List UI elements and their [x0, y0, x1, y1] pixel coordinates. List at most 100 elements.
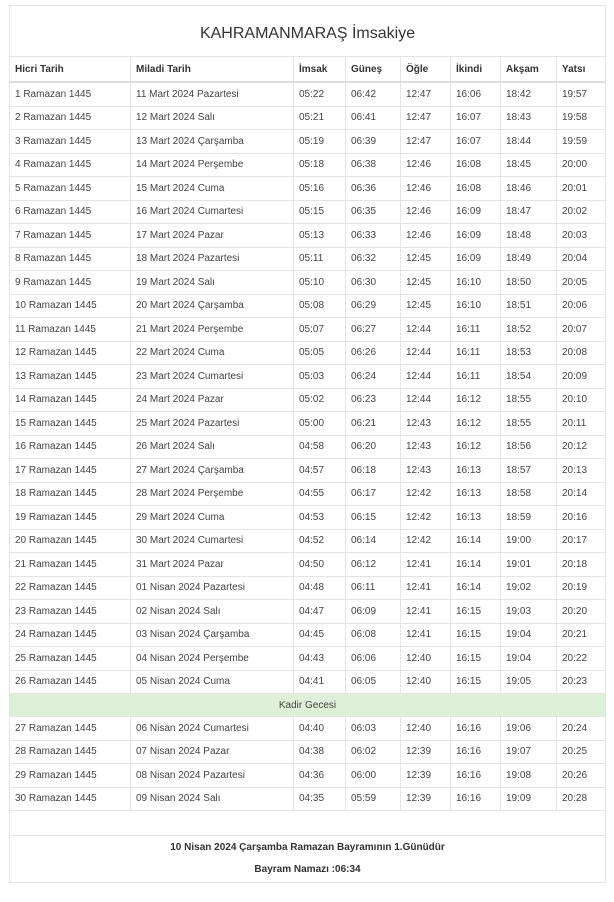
cell-hicri: 23 Ramazan 1445 — [9, 599, 131, 624]
cell-yatsi: 20:23 — [555, 669, 607, 694]
cell-ogle: 12:43 — [400, 434, 451, 459]
cell-ikindi: 16:12 — [450, 387, 501, 412]
cell-yatsi: 19:58 — [555, 105, 607, 130]
cell-aksam: 18:55 — [500, 387, 557, 412]
cell-miladi: 16 Mart 2024 Cumartesi — [130, 199, 294, 224]
cell-gunes: 06:24 — [345, 364, 401, 389]
cell-yatsi: 20:12 — [555, 434, 607, 459]
cell-hicri: 9 Ramazan 1445 — [9, 270, 131, 295]
cell-gunes: 06:30 — [345, 270, 401, 295]
cell-miladi: 04 Nisan 2024 Perşembe — [130, 646, 294, 671]
cell-yatsi: 20:18 — [555, 552, 607, 577]
cell-miladi: 13 Mart 2024 Çarşamba — [130, 129, 294, 154]
table-body: 1 Ramazan 1445 11 Mart 2024 Pazartesi 05:2… — [9, 81, 607, 694]
cell-hicri: 22 Ramazan 1445 — [9, 575, 131, 600]
cell-imsak: 04:57 — [293, 458, 346, 483]
cell-ogle: 12:47 — [400, 129, 451, 154]
cell-ikindi: 16:11 — [450, 364, 501, 389]
title-row: KAHRAMANMARAŞ İmsakiye — [8, 5, 607, 57]
table-row: 16 Ramazan 1445 26 Mart 2024 Salı 04:58 06:… — [9, 434, 607, 459]
cell-gunes: 06:02 — [345, 739, 401, 764]
cell-hicri: 13 Ramazan 1445 — [9, 364, 131, 389]
cell-miladi: 15 Mart 2024 Cuma — [130, 176, 294, 201]
cell-ikindi: 16:10 — [450, 270, 501, 295]
cell-miladi: 17 Mart 2024 Pazar — [130, 223, 294, 248]
cell-yatsi: 20:03 — [555, 223, 607, 248]
cell-miladi: 29 Mart 2024 Cuma — [130, 505, 294, 530]
cell-imsak: 04:36 — [293, 763, 346, 788]
cell-imsak: 05:10 — [293, 270, 346, 295]
cell-miladi: 30 Mart 2024 Cumartesi — [130, 528, 294, 553]
cell-ikindi: 16:08 — [450, 152, 501, 177]
cell-imsak: 04:48 — [293, 575, 346, 600]
cell-aksam: 19:07 — [500, 739, 557, 764]
cell-miladi: 08 Nisan 2024 Pazartesi — [130, 763, 294, 788]
cell-aksam: 19:02 — [500, 575, 557, 600]
cell-gunes: 06:14 — [345, 528, 401, 553]
cell-yatsi: 20:08 — [555, 340, 607, 365]
cell-ikindi: 16:12 — [450, 434, 501, 459]
cell-ogle: 12:46 — [400, 152, 451, 177]
table-row: 3 Ramazan 1445 13 Mart 2024 Çarşamba 05:19… — [9, 129, 607, 154]
cell-hicri: 14 Ramazan 1445 — [9, 387, 131, 412]
cell-ogle: 12:47 — [400, 81, 451, 107]
cell-yatsi: 20:10 — [555, 387, 607, 412]
cell-hicri: 5 Ramazan 1445 — [9, 176, 131, 201]
cell-miladi: 27 Mart 2024 Çarşamba — [130, 458, 294, 483]
cell-ikindi: 16:14 — [450, 528, 501, 553]
kadir-gecesi-row: Kadir Gecesi — [8, 693, 607, 717]
cell-ikindi: 16:15 — [450, 646, 501, 671]
cell-gunes: 06:33 — [345, 223, 401, 248]
cell-gunes: 06:18 — [345, 458, 401, 483]
col-header-imsak: İmsak — [293, 56, 346, 83]
cell-imsak: 05:08 — [293, 293, 346, 318]
cell-aksam: 19:01 — [500, 552, 557, 577]
cell-ikindi: 16:14 — [450, 552, 501, 577]
cell-ikindi: 16:07 — [450, 105, 501, 130]
table-row: 9 Ramazan 1445 19 Mart 2024 Salı 05:10 06:3… — [9, 270, 607, 295]
cell-imsak: 05:15 — [293, 199, 346, 224]
cell-yatsi: 20:01 — [555, 176, 607, 201]
cell-ikindi: 16:14 — [450, 575, 501, 600]
cell-hicri: 17 Ramazan 1445 — [9, 458, 131, 483]
cell-imsak: 04:58 — [293, 434, 346, 459]
cell-aksam: 18:47 — [500, 199, 557, 224]
cell-hicri: 26 Ramazan 1445 — [9, 669, 131, 694]
cell-aksam: 18:44 — [500, 129, 557, 154]
cell-yatsi: 20:04 — [555, 246, 607, 271]
col-header-yatsi: Yatsı — [555, 56, 607, 83]
cell-hicri: 15 Ramazan 1445 — [9, 411, 131, 436]
cell-aksam: 19:04 — [500, 646, 557, 671]
cell-aksam: 19:05 — [500, 669, 557, 694]
cell-aksam: 19:04 — [500, 622, 557, 647]
cell-miladi: 03 Nisan 2024 Çarşamba — [130, 622, 294, 647]
cell-hicri: 7 Ramazan 1445 — [9, 223, 131, 248]
table-row: 6 Ramazan 1445 16 Mart 2024 Cumartesi 05:1… — [9, 199, 607, 224]
cell-ogle: 12:42 — [400, 481, 451, 506]
cell-aksam: 19:03 — [500, 599, 557, 624]
table-row: 23 Ramazan 1445 02 Nisan 2024 Salı 04:47 06… — [9, 599, 607, 624]
table-row: 30 Ramazan 1445 09 Nisan 2024 Salı 04:35 05… — [9, 786, 607, 811]
cell-yatsi: 20:13 — [555, 458, 607, 483]
col-header-hicri: Hicri Tarih — [9, 56, 131, 83]
cell-yatsi: 20:02 — [555, 199, 607, 224]
cell-miladi: 11 Mart 2024 Pazartesi — [130, 81, 294, 107]
cell-hicri: 11 Ramazan 1445 — [9, 317, 131, 342]
cell-ikindi: 16:11 — [450, 340, 501, 365]
cell-hicri: 12 Ramazan 1445 — [9, 340, 131, 365]
cell-ikindi: 16:11 — [450, 317, 501, 342]
cell-aksam: 18:56 — [500, 434, 557, 459]
cell-yatsi: 20:19 — [555, 575, 607, 600]
cell-ogle: 12:43 — [400, 411, 451, 436]
table-row: 21 Ramazan 1445 31 Mart 2024 Pazar 04:50 06… — [9, 552, 607, 577]
cell-aksam: 18:59 — [500, 505, 557, 530]
cell-aksam: 19:06 — [500, 716, 557, 741]
bayram-text: 10 Nisan 2024 Çarşamba Ramazan Bayramını… — [170, 842, 445, 853]
table-row: 1 Ramazan 1445 11 Mart 2024 Pazartesi 05:2… — [9, 81, 607, 107]
page-title: KAHRAMANMARAŞ İmsakiye — [8, 5, 607, 57]
col-header-ikindi: İkindi — [450, 56, 501, 83]
cell-gunes: 06:36 — [345, 176, 401, 201]
cell-imsak: 05:00 — [293, 411, 346, 436]
cell-miladi: 01 Nisan 2024 Pazartesi — [130, 575, 294, 600]
cell-miladi: 19 Mart 2024 Salı — [130, 270, 294, 295]
